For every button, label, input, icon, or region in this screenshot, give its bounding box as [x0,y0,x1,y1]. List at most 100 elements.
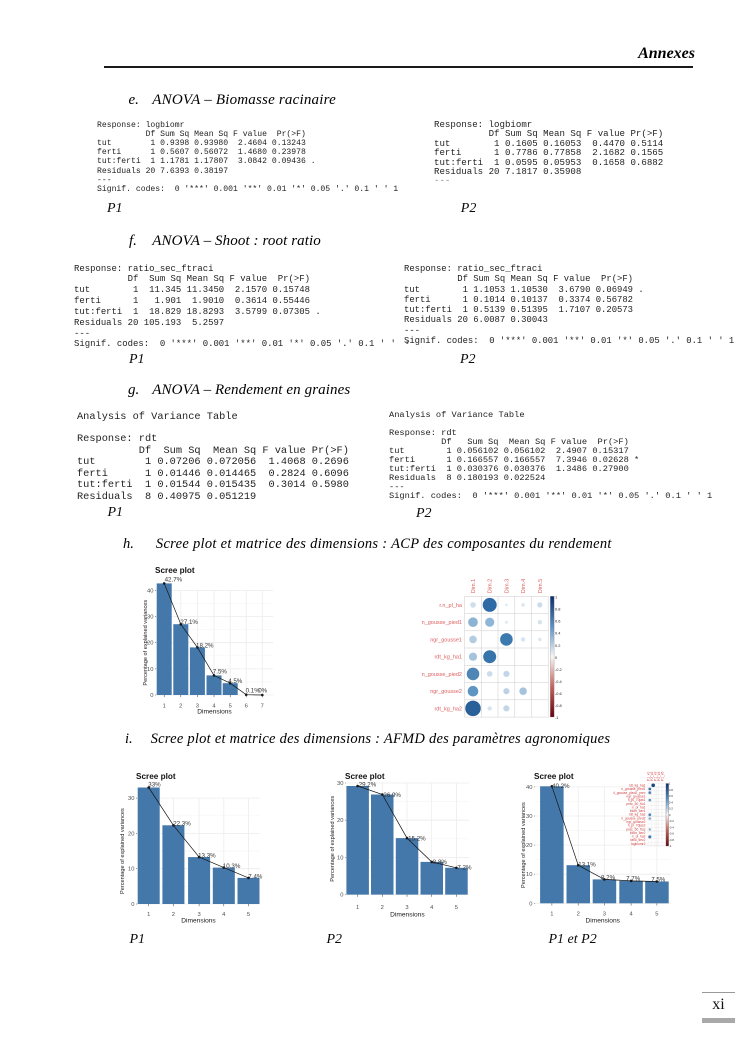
svg-text:4: 4 [222,912,226,918]
svg-text:ngr_gousse2: ngr_gousse2 [430,689,462,695]
svg-text:0.1%: 0.1% [246,688,261,695]
svg-text:29.2%: 29.2% [359,782,377,789]
svg-text:n_gousse_pied1: n_gousse_pied1 [621,787,645,791]
svg-text:5: 5 [247,912,250,918]
svg-text:n_gousse_pied1: n_gousse_pied1 [422,620,462,626]
svg-text:7: 7 [261,704,264,710]
svg-text:0: 0 [150,693,153,699]
svg-text:0%: 0% [258,688,267,695]
svg-text:7.2%: 7.2% [457,865,472,872]
svg-text:8.2%: 8.2% [601,874,616,881]
svg-text:-0.6: -0.6 [555,691,562,696]
svg-text:5: 5 [455,905,458,911]
svg-text:3: 3 [196,704,199,710]
svg-text:0.4: 0.4 [555,631,561,636]
svg-text:-0.8: -0.8 [669,838,675,842]
svg-text:Scree plot: Scree plot [345,772,385,781]
svg-text:Dim.2: Dim.2 [488,579,494,593]
svg-text:-0.6: -0.6 [669,832,675,836]
svg-text:7.4%: 7.4% [248,873,263,880]
svg-text:0.2: 0.2 [669,807,674,811]
svg-text:2: 2 [172,912,175,918]
svg-text:Scree plot: Scree plot [155,566,195,575]
svg-text:20: 20 [147,641,153,647]
svg-text:7.7%: 7.7% [626,876,641,883]
svg-text:15.2%: 15.2% [408,835,426,842]
svg-text:1: 1 [555,595,557,600]
svg-text:22.3%: 22.3% [173,820,191,827]
svg-text:Dim.3: Dim.3 [504,579,510,593]
svg-text:logbiomr2: logbiomr2 [631,842,646,846]
svg-text:0.6: 0.6 [555,619,560,624]
svg-text:P1_v1: P1_v1 [647,771,651,781]
svg-text:Dim.4: Dim.4 [521,579,527,593]
svg-text:3: 3 [603,912,606,918]
svg-text:0: 0 [529,901,532,907]
svg-text:Percentage of explained varian: Percentage of explained variances [330,796,336,882]
svg-text:4_gousse_pied2_prec: 4_gousse_pied2_prec [613,791,646,795]
svg-text:4: 4 [430,905,434,911]
svg-text:1: 1 [550,912,553,918]
svg-text:0: 0 [340,893,343,899]
svg-text:30: 30 [526,814,532,820]
svg-text:42.7%: 42.7% [165,577,183,584]
svg-text:Dim.5: Dim.5 [538,579,544,593]
svg-text:0.2: 0.2 [555,643,560,648]
svg-text:10: 10 [147,667,153,673]
svg-text:7.5%: 7.5% [213,669,228,676]
svg-text:1: 1 [669,782,671,786]
svg-text:n_pl_ha2: n_pl_ha2 [632,835,646,839]
svg-text:ratio_sec2: ratio_sec2 [630,838,645,842]
svg-text:Dim.1: Dim.1 [471,579,477,593]
svg-text:7.5%: 7.5% [651,876,666,883]
svg-text:30: 30 [337,781,343,787]
svg-text:Scree plot: Scree plot [534,772,574,781]
svg-text:h_pl_70jas2: h_pl_70jas2 [628,824,646,828]
svg-text:rdt_kg_ha1: rdt_kg_ha1 [629,784,646,788]
svg-text:biom_aer2: biom_aer2 [630,831,646,835]
svg-text:rdt_kg_ha1: rdt_kg_ha1 [434,655,462,661]
svg-text:-0.4: -0.4 [669,826,675,830]
svg-text:0: 0 [131,902,134,908]
svg-text:10: 10 [337,855,343,861]
svg-text:6: 6 [245,704,248,710]
svg-text:0.4: 0.4 [669,801,674,805]
svg-text:0.8: 0.8 [555,607,560,612]
svg-text:Percentage of explained varian: Percentage of explained variances [143,600,149,686]
svg-text:4: 4 [629,912,633,918]
svg-text:1: 1 [147,912,150,918]
svg-text:3: 3 [405,905,408,911]
svg-text:P1_v5: P1_v5 [661,771,665,781]
svg-text:10.3%: 10.3% [223,863,241,870]
svg-text:-0.4: -0.4 [555,679,563,684]
svg-text:-0.8: -0.8 [555,703,562,708]
svg-text:Percentage of explained varian: Percentage of explained variances [521,802,527,888]
svg-text:Scree plot: Scree plot [136,772,176,781]
svg-text:r.n_pl_ha: r.n_pl_ha [439,603,463,609]
svg-text:30: 30 [147,615,153,621]
svg-text:40: 40 [147,588,153,594]
svg-text:ngr_gousse1: ngr_gousse1 [430,637,462,643]
svg-text:n_pl_ha1: n_pl_ha1 [632,805,646,809]
svg-text:biom_aer1: biom_aer1 [630,809,646,813]
svg-text:40: 40 [526,785,532,791]
svg-text:1: 1 [163,704,166,710]
svg-text:10: 10 [526,872,532,878]
svg-text:ngr_gousse2: ngr_gousse2 [626,820,645,824]
svg-text:2: 2 [577,912,580,918]
svg-text:40.2%: 40.2% [552,783,570,790]
svg-text:-0.2: -0.2 [669,819,675,823]
svg-text:n_gousse_pied2: n_gousse_pied2 [422,672,462,678]
svg-text:13.3%: 13.3% [198,853,216,860]
svg-text:Dimensions: Dimensions [585,918,620,925]
svg-text:27.1%: 27.1% [180,619,198,626]
svg-text:33%: 33% [148,781,161,788]
svg-text:3: 3 [197,912,200,918]
svg-text:Percentage of explained varian: Percentage of explained variances [120,808,126,894]
svg-text:Dimensions: Dimensions [390,912,425,919]
svg-text:0: 0 [555,655,558,660]
svg-text:-0.2: -0.2 [555,667,562,672]
svg-text:2: 2 [179,704,182,710]
svg-text:Dimensions: Dimensions [181,918,216,925]
svg-text:18.2%: 18.2% [196,642,214,649]
